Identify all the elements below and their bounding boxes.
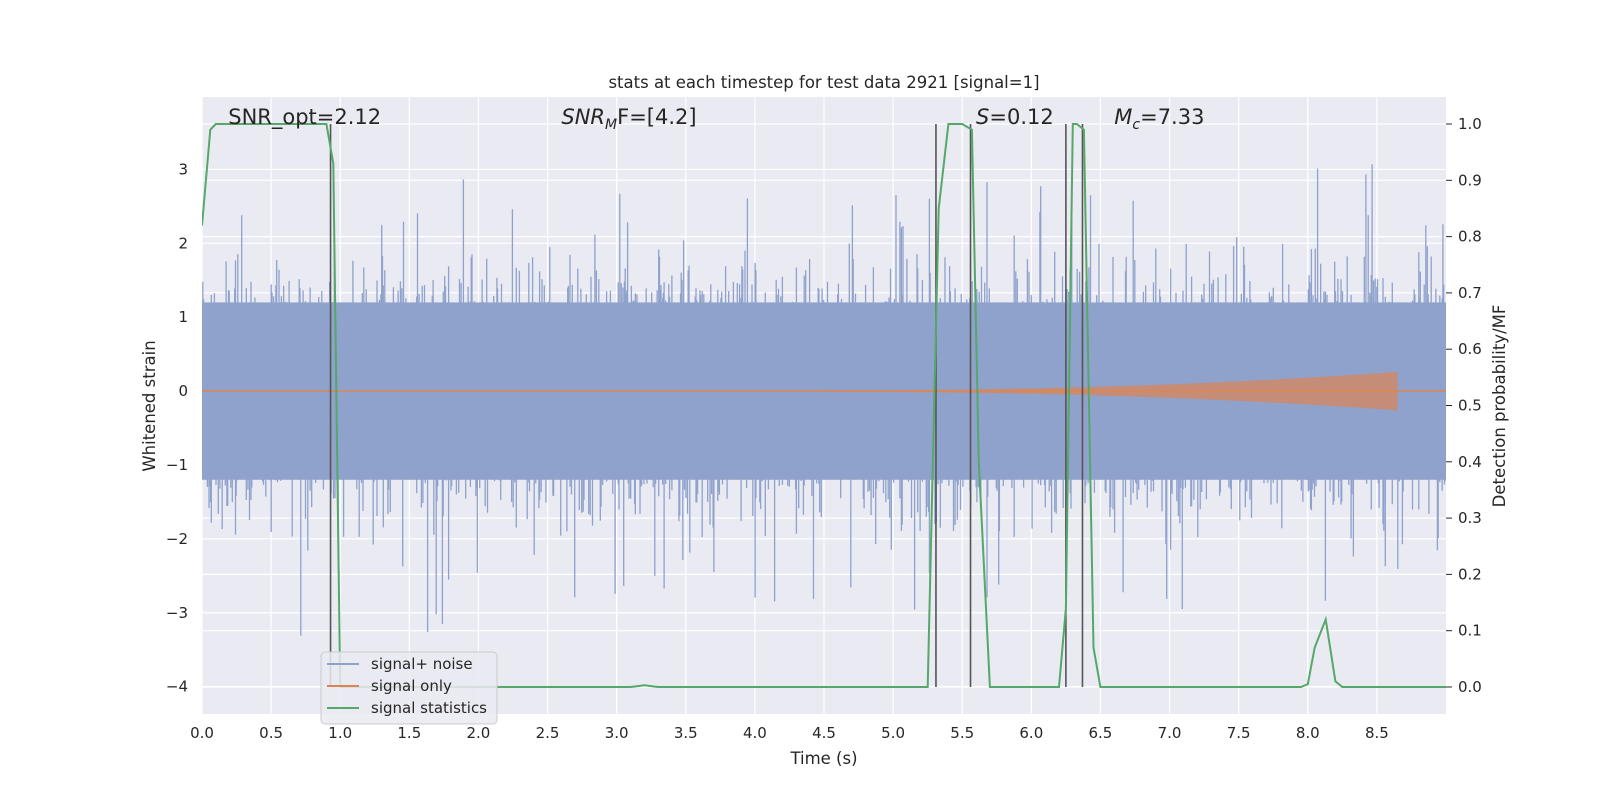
annotation-text: SNR_opt=2.12: [228, 105, 381, 130]
x-tick-label: 2.5: [536, 724, 560, 742]
x-tick-label: 0.5: [259, 724, 283, 742]
annotation-value: =7.33: [1140, 105, 1204, 129]
y-right-tick-label: 0.1: [1458, 622, 1482, 640]
annotation-value: F=[4.2]: [617, 105, 696, 129]
y-left-tick-label: 0: [178, 382, 188, 400]
x-tick-label: 5.0: [881, 724, 905, 742]
y-right-tick-label: 0.6: [1458, 340, 1482, 358]
x-tick-label: 2.0: [467, 724, 491, 742]
y-right-tick-labels: 1.0 0.9 0.8 0.7 0.6 0.5 0.4 0.3 0.2 0.1 0.0: [1446, 115, 1482, 696]
y-left-axis-label: Whitened strain: [140, 340, 159, 471]
y-right-tick-label: 0.3: [1458, 509, 1482, 527]
y-left-tick-label: 1: [178, 308, 188, 326]
x-tick-label: 1.5: [397, 724, 421, 742]
x-tick-label: 7.0: [1158, 724, 1182, 742]
y-right-tick-label: 0.7: [1458, 284, 1482, 302]
x-axis-label: Time (s): [789, 749, 857, 768]
y-right-tick-label: 0.9: [1458, 171, 1482, 189]
x-tick-labels: 0.0 0.5 1.0 1.5 2.0 2.5 3.0 3.5 4.0 4.5 5.0 5.5 6.0 6…: [190, 724, 1389, 742]
x-tick-label: 8.0: [1296, 724, 1320, 742]
annotation-text: S=0.12: [976, 105, 1054, 129]
annotations: SNR_opt=2.12 SNRMF=[4.2] S=0.12 Mc=7.33: [228, 105, 1204, 133]
legend: signal+ noise signal only signal statist…: [320, 651, 498, 725]
y-left-tick-label: −2: [166, 530, 188, 548]
y-right-tick-label: 1.0: [1458, 115, 1482, 133]
y-left-tick-label: −1: [166, 456, 188, 474]
x-tick-label: 6.0: [1019, 724, 1043, 742]
x-tick-label: 1.0: [328, 724, 352, 742]
legend-label-signal: signal only: [371, 677, 452, 695]
legend-label-statistics: signal statistics: [371, 699, 487, 717]
legend-box: [320, 651, 498, 725]
legend-label-noise: signal+ noise: [371, 655, 473, 673]
y-right-tick-label: 0.0: [1458, 678, 1482, 696]
signal-chirp: [824, 371, 1398, 411]
annotation-text: SNRMF=[4.2]: [561, 105, 696, 133]
chart-title: stats at each timestep for test data 292…: [608, 73, 1039, 92]
x-tick-label: 3.0: [605, 724, 629, 742]
annotation-subscript: M: [605, 117, 617, 133]
x-tick-label: 3.5: [674, 724, 698, 742]
annotation-symbol: S: [976, 105, 989, 129]
annotation-symbol: SNR: [561, 105, 605, 129]
y-left-tick-label: −3: [166, 604, 188, 622]
y-right-tick-label: 0.4: [1458, 453, 1482, 471]
y-left-tick-label: −4: [166, 678, 188, 696]
y-right-tick-label: 0.8: [1458, 228, 1482, 246]
y-left-tick-labels: 3 2 1 0 −1 −2 −3 −4: [166, 160, 188, 695]
y-left-tick-label: 2: [178, 234, 188, 252]
annotation-symbol: M: [1114, 105, 1132, 129]
y-right-tick-label: 0.5: [1458, 397, 1482, 415]
x-tick-label: 4.0: [743, 724, 767, 742]
annotation-subscript: c: [1132, 117, 1140, 133]
x-tick-label: 5.5: [950, 724, 974, 742]
y-right-axis-label: Detection probability/MF: [1490, 305, 1509, 508]
annotation-text: Mc=7.33: [1114, 105, 1204, 133]
annotation-value: =0.12: [989, 105, 1053, 129]
x-tick-label: 8.5: [1365, 724, 1389, 742]
y-right-tick-label: 0.2: [1458, 565, 1482, 583]
x-tick-label: 4.5: [812, 724, 836, 742]
vertical-lines: [329, 124, 1084, 687]
signal-series: [202, 371, 1446, 411]
x-tick-label: 0.0: [190, 724, 214, 742]
x-tick-label: 7.5: [1227, 724, 1251, 742]
y-left-tick-label: 3: [178, 160, 188, 178]
x-tick-label: 6.5: [1089, 724, 1113, 742]
